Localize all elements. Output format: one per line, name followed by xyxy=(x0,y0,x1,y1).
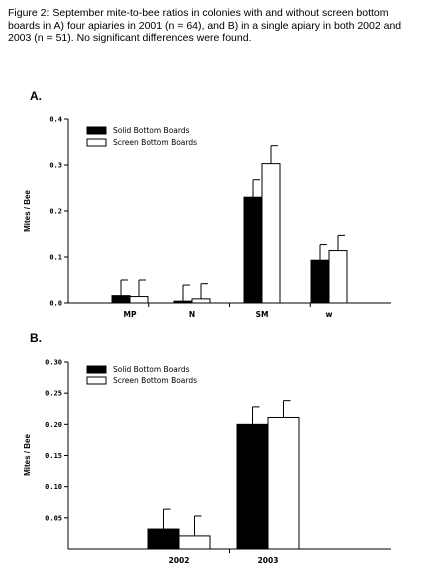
panel-label-b: B. xyxy=(30,331,42,345)
panel-b-bar-screen xyxy=(267,416,300,550)
panel-b-bar-solid xyxy=(147,528,180,550)
panel-b-legend-label: Screen Bottom Boards xyxy=(113,376,197,385)
panel-b-legend-label: Solid Bottom Boards xyxy=(113,365,190,374)
panel-b-bar-screen xyxy=(178,535,211,550)
panel-a-bar-solid xyxy=(173,300,193,304)
panel-a-legend-label: Solid Bottom Boards xyxy=(113,126,190,135)
panel-b-y-tick-label: 0.25 xyxy=(45,390,62,398)
panel-b-legend-swatch-solid xyxy=(86,365,107,374)
panel-a-y-axis-title: Mites / Bee xyxy=(23,190,32,232)
panel-a-bar-solid xyxy=(310,259,330,304)
figure-caption: Figure 2: September mite-to-bee ratios i… xyxy=(8,7,402,44)
panel-a-y-tick-label: 0.1 xyxy=(49,254,62,262)
panel-a-y-tick-label: 0.3 xyxy=(49,162,62,170)
panel-a-bar-solid xyxy=(243,196,263,304)
panel-a-bar-screen xyxy=(261,163,281,304)
panel-a-x-tick-label: w xyxy=(326,310,333,319)
panel-b-legend-swatch-screen xyxy=(86,376,107,385)
panel-b-bar-solid xyxy=(236,423,269,550)
panel-a-x-tick-label: N xyxy=(189,310,195,319)
panel-a-y-tick-label: 0.0 xyxy=(49,300,62,308)
panel-b-y-tick-label: 0.30 xyxy=(45,359,62,367)
panel-a-bar-screen xyxy=(129,296,149,304)
panel-b-y-tick-label: 0.20 xyxy=(45,421,62,429)
panel-a-x-tick-label: MP xyxy=(124,310,137,319)
panel-b-y-tick-label: 0.15 xyxy=(45,452,62,460)
panel-a-x-tick-label: SM xyxy=(256,310,269,319)
panel-b-y-tick-label: 0.05 xyxy=(45,514,62,522)
panel-b-x-tick-label: 2003 xyxy=(258,556,279,565)
panel-a-y-tick-label: 0.4 xyxy=(49,116,62,124)
panel-a-bar-screen xyxy=(328,250,348,304)
panel-b-y-axis-title: Mites / Bee xyxy=(23,434,32,476)
panel-b-x-tick-label: 2002 xyxy=(169,556,190,565)
panel-a-y-tick-label: 0.2 xyxy=(49,208,62,216)
panel-label-a: A. xyxy=(30,89,42,103)
panel-a-bar-solid xyxy=(111,295,131,304)
panel-b-y-tick-label: 0.10 xyxy=(45,483,62,491)
panel-a-legend-swatch-solid xyxy=(86,126,107,135)
panel-a-legend-label: Screen Bottom Boards xyxy=(113,138,197,147)
panel-a-bar-screen xyxy=(191,298,211,304)
panel-a-legend-swatch-screen xyxy=(86,138,107,147)
